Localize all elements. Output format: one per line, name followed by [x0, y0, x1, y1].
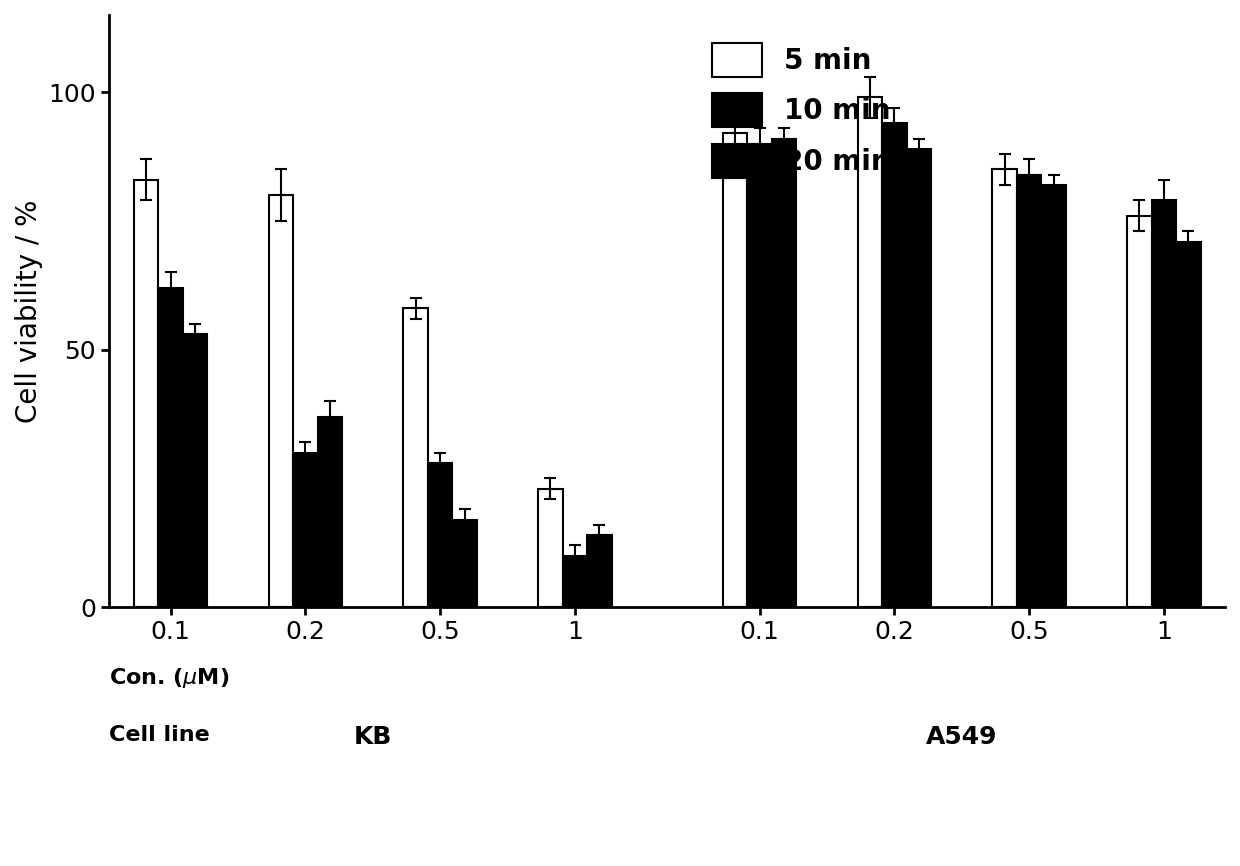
Bar: [293, 453, 317, 607]
Bar: [858, 97, 882, 607]
Bar: [992, 170, 1017, 607]
Bar: [723, 133, 748, 607]
Bar: [403, 308, 428, 607]
Bar: [1152, 200, 1176, 607]
Y-axis label: Cell viability / %: Cell viability / %: [15, 199, 43, 423]
Bar: [1127, 216, 1152, 607]
Bar: [563, 556, 587, 607]
Bar: [906, 149, 931, 607]
Bar: [317, 417, 342, 607]
Text: Cell line: Cell line: [109, 726, 210, 746]
Bar: [1042, 184, 1066, 607]
Bar: [1017, 175, 1042, 607]
Bar: [538, 488, 563, 607]
Bar: [1176, 242, 1200, 607]
Text: A549: A549: [926, 726, 997, 749]
Legend: 5 min, 10 min, 20 min: 5 min, 10 min, 20 min: [698, 29, 904, 191]
Bar: [587, 535, 611, 607]
Bar: [882, 123, 906, 607]
Bar: [771, 139, 796, 607]
Text: Con. ($\mu$M): Con. ($\mu$M): [109, 666, 229, 690]
Bar: [453, 520, 477, 607]
Bar: [428, 463, 453, 607]
Bar: [182, 334, 207, 607]
Bar: [134, 180, 159, 607]
Bar: [269, 195, 293, 607]
Bar: [159, 288, 182, 607]
Bar: [748, 144, 771, 607]
Text: KB: KB: [353, 726, 392, 749]
